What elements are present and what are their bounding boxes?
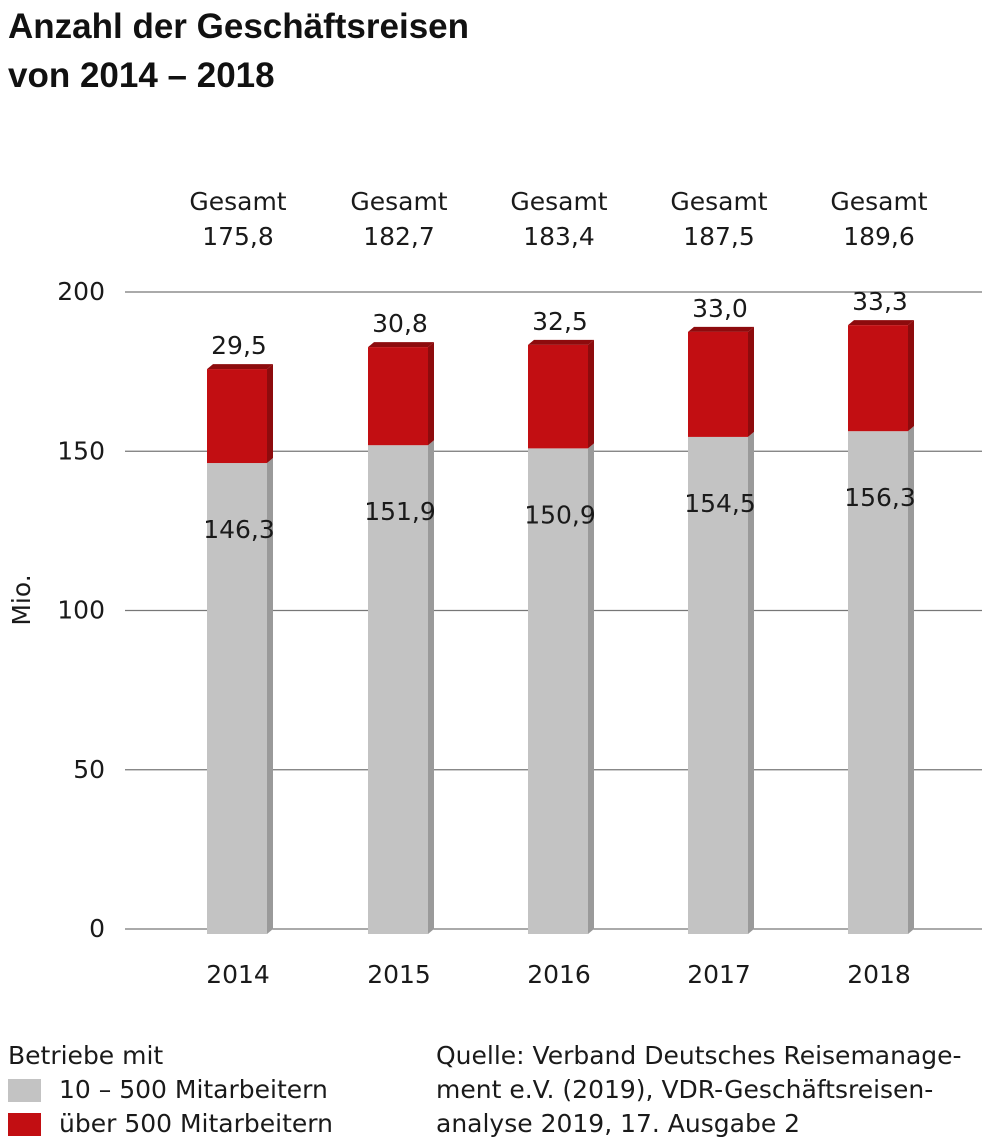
y-tick-label: 100 — [57, 596, 105, 625]
legend-swatch-lower — [8, 1078, 41, 1102]
label-upper-value: 29,5 — [211, 331, 267, 360]
legend-label-upper: über 500 Mitarbeitern — [59, 1109, 333, 1138]
legend-heading: Betriebe mit — [8, 1041, 164, 1070]
total-label: Gesamt — [189, 187, 286, 216]
label-lower-value: 146,3 — [203, 515, 275, 544]
source-line-1: Quelle: Verband Deutsches Reisemanage- — [436, 1041, 962, 1070]
total-value: 183,4 — [523, 222, 595, 251]
bar-upper-side — [748, 326, 754, 437]
legend-swatch-upper — [8, 1112, 41, 1136]
x-tick-label: 2015 — [367, 960, 431, 989]
bar-lower — [848, 431, 908, 934]
total-value: 175,8 — [202, 222, 274, 251]
total-label: Gesamt — [510, 187, 607, 216]
x-tick-label: 2018 — [847, 960, 911, 989]
bars — [207, 320, 914, 934]
source-note: Quelle: Verband Deutsches Reisemanage- m… — [436, 1039, 976, 1141]
bar-lower-side — [748, 431, 754, 934]
label-lower-value: 150,9 — [524, 500, 596, 529]
bar-lower-side — [908, 426, 914, 934]
bar-upper-top — [688, 326, 754, 332]
y-tick-label: 200 — [57, 277, 105, 306]
stacked-bar-chart: 0 50 100 150 200 Mio. 146,3 29,5 Gesamt 175,8 15… — [7, 187, 982, 989]
bar-upper-side — [588, 339, 594, 449]
bar-upper — [848, 325, 908, 432]
bar-upper — [368, 347, 428, 446]
total-value: 189,6 — [843, 222, 915, 251]
y-axis-label: Mio. — [7, 574, 36, 625]
y-axis-ticks: 0 50 100 150 200 — [57, 277, 105, 943]
source-line-2: ment e.V. (2019), VDR-Geschäftsreisen- — [436, 1075, 934, 1104]
bar-lower — [207, 463, 267, 934]
label-upper-value: 30,8 — [372, 309, 428, 338]
label-lower-value: 154,5 — [684, 489, 756, 518]
total-label: Gesamt — [830, 187, 927, 216]
bar-upper — [688, 331, 748, 437]
label-lower-value: 151,9 — [364, 497, 436, 526]
legend-item-upper: über 500 Mitarbeitern — [8, 1107, 333, 1141]
bar-lower-side — [588, 443, 594, 934]
bar-upper-top — [368, 342, 434, 348]
bar-upper — [528, 344, 588, 449]
label-upper-value: 33,0 — [692, 294, 748, 323]
label-upper-value: 33,3 — [852, 287, 908, 316]
chart-title: Anzahl der Geschäftsreisen von 2014 – 20… — [8, 2, 908, 100]
bar-lower — [368, 445, 428, 934]
label-upper-value: 32,5 — [532, 307, 588, 336]
bar-upper-top — [848, 320, 914, 326]
y-tick-label: 50 — [73, 755, 105, 784]
x-tick-label: 2016 — [527, 960, 591, 989]
bar-upper — [207, 369, 267, 464]
legend-item-lower: 10 – 500 Mitarbeitern — [8, 1073, 333, 1107]
total-label: Gesamt — [670, 187, 767, 216]
title-line-2: von 2014 – 2018 — [8, 56, 275, 95]
data-labels: 146,3 29,5 Gesamt 175,8 151,9 30,8 Gesamt 182,7… — [189, 187, 927, 544]
bar-lower-side — [428, 440, 434, 934]
bar-upper-side — [428, 342, 434, 446]
bar-upper-top — [207, 364, 273, 370]
x-axis-ticks: 2014 2015 2016 2017 2018 — [206, 960, 911, 989]
label-lower-value: 156,3 — [844, 483, 916, 512]
bar-upper-side — [267, 364, 273, 464]
legend: Betriebe mit 10 – 500 Mitarbeitern über … — [8, 1039, 333, 1141]
title-line-1: Anzahl der Geschäftsreisen — [8, 7, 469, 46]
y-tick-label: 0 — [89, 914, 105, 943]
bar-lower — [528, 448, 588, 934]
y-tick-label: 150 — [57, 436, 105, 465]
source-line-3: analyse 2019, 17. Ausgabe 2 — [436, 1109, 801, 1138]
total-value: 187,5 — [683, 222, 755, 251]
bar-upper-side — [908, 320, 914, 432]
total-label: Gesamt — [350, 187, 447, 216]
x-tick-label: 2017 — [687, 960, 751, 989]
bar-lower-side — [267, 458, 273, 934]
bar-upper-top — [528, 339, 594, 345]
bar-lower — [688, 436, 748, 934]
total-value: 182,7 — [363, 222, 435, 251]
legend-label-lower: 10 – 500 Mitarbeitern — [59, 1075, 328, 1104]
x-tick-label: 2014 — [206, 960, 270, 989]
